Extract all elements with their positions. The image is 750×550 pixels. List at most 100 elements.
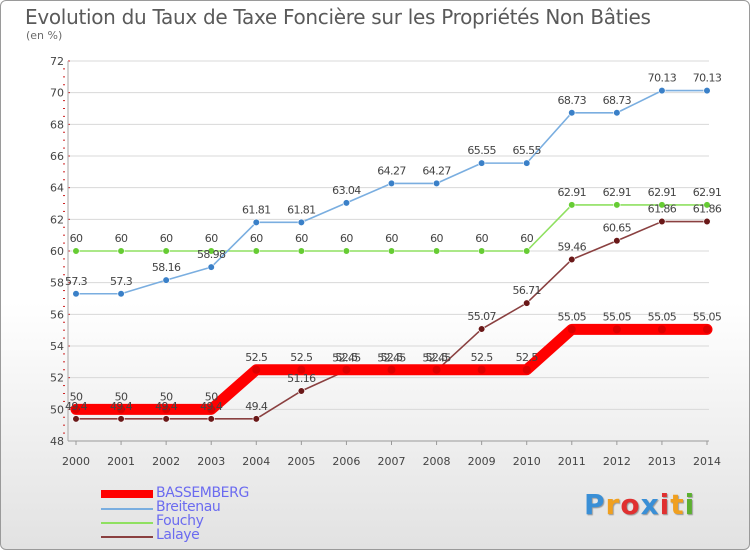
data-point-lalaye — [207, 415, 215, 423]
data-point-fouchy — [207, 247, 215, 255]
legend-swatch — [101, 508, 153, 510]
logo-letter: i — [659, 488, 671, 521]
data-label-breitenau: 70.13 — [648, 72, 677, 85]
data-label-breitenau: 70.13 — [693, 72, 722, 85]
data-label-breitenau: 64.27 — [377, 164, 406, 177]
y-tick-label: 52 — [50, 372, 64, 385]
data-label-breitenau: 57.3 — [65, 275, 88, 288]
data-point-lalaye — [72, 415, 80, 423]
data-point-breitenau — [162, 276, 170, 284]
axis-layer: 48 50 52 54 56 58 60 62 64 66 68 70 72 2000 2001 2002 20… — [50, 55, 721, 468]
logo-letter: i — [684, 488, 696, 521]
data-label-breitenau: 61.81 — [287, 203, 316, 216]
data-point-bassemberg — [702, 324, 712, 335]
data-point-fouchy — [162, 247, 170, 255]
data-label-lalaye: 52.45 — [332, 352, 361, 365]
data-point-fouchy — [252, 247, 260, 255]
logo-letter: o — [620, 488, 641, 521]
data-label-bassemberg: 50 — [205, 390, 218, 403]
x-tick-label: 2013 — [648, 455, 676, 468]
data-label-breitenau: 64.27 — [422, 164, 451, 177]
data-point-bassemberg — [116, 404, 127, 415]
logo-letter: t — [670, 488, 685, 521]
data-label-layer: 50 50 50 50 52.5 52.5 52.5 52.5 52.5 52.5 52.5 55.0… — [65, 72, 722, 413]
proxiti-logo: Proxiti — [584, 488, 695, 521]
legend-swatch — [101, 490, 153, 498]
data-point-fouchy — [72, 247, 80, 255]
data-label-bassemberg: 52.5 — [426, 351, 449, 364]
data-point-fouchy — [117, 247, 125, 255]
data-label-fouchy: 60 — [295, 232, 308, 245]
data-point-breitenau — [252, 218, 260, 226]
x-tick-label: 2000 — [62, 455, 90, 468]
data-label-bassemberg: 55.05 — [603, 310, 632, 323]
data-label-bassemberg: 52.5 — [471, 351, 494, 364]
data-label-bassemberg: 52.5 — [290, 351, 313, 364]
data-label-bassemberg: 55.05 — [648, 310, 677, 323]
data-point-bassemberg — [476, 364, 487, 375]
legend-label: Breitenau — [156, 499, 221, 515]
x-tick-label: 2007 — [378, 455, 406, 468]
data-point-lalaye — [117, 415, 125, 423]
data-point-fouchy — [432, 247, 441, 255]
logo-letter: x — [640, 488, 660, 521]
y-tick-label: 60 — [50, 245, 64, 258]
data-label-breitenau: 68.73 — [558, 94, 587, 107]
data-point-lalaye — [658, 217, 666, 226]
data-point-lalaye — [523, 299, 531, 307]
data-point-fouchy — [478, 247, 486, 255]
data-label-fouchy: 60 — [340, 232, 353, 245]
data-point-bassemberg — [611, 324, 622, 335]
data-point-breitenau — [478, 159, 486, 167]
data-point-fouchy — [342, 247, 351, 255]
data-label-lalaye: 61.86 — [693, 203, 722, 216]
data-label-lalaye: 49.4 — [200, 400, 223, 413]
data-label-lalaye: 49.4 — [155, 400, 178, 413]
y-axis-unit: (en %) — [26, 29, 63, 42]
x-tick-label: 2011 — [558, 455, 586, 468]
x-tick-label: 2012 — [603, 455, 631, 468]
x-tick-label: 2010 — [513, 455, 541, 468]
data-label-fouchy: 62.91 — [603, 186, 632, 199]
data-point-fouchy — [297, 247, 305, 255]
data-label-lalaye: 60.65 — [603, 222, 632, 235]
data-point-bassemberg — [161, 404, 172, 415]
x-tick-label: 2008 — [423, 455, 451, 468]
data-label-breitenau: 68.73 — [603, 94, 632, 107]
data-point-fouchy — [703, 201, 711, 209]
y-tick-label: 54 — [50, 340, 64, 353]
data-label-bassemberg: 52.5 — [245, 351, 268, 364]
data-label-fouchy: 60 — [160, 232, 173, 245]
data-label-breitenau: 65.55 — [467, 144, 496, 157]
y-tick-label: 50 — [50, 403, 64, 416]
legend-label: BASSEMBERG — [156, 485, 249, 501]
y-tick-label: 48 — [50, 435, 64, 448]
legend-label: Fouchy — [156, 513, 204, 529]
data-label-fouchy: 60 — [250, 232, 263, 245]
y-tick-label: 72 — [50, 55, 64, 68]
data-point-lalaye — [297, 387, 305, 395]
y-tick-label: 66 — [50, 150, 64, 163]
x-tick-label: 2004 — [242, 455, 270, 468]
data-label-fouchy: 62.91 — [558, 186, 587, 199]
logo-letter: r — [605, 488, 621, 521]
y-tick-label: 68 — [50, 118, 64, 131]
series-layer — [70, 87, 713, 423]
y-tick-label: 58 — [50, 277, 64, 290]
data-label-lalaye: 51.16 — [287, 372, 316, 385]
data-point-lalaye — [568, 255, 576, 264]
data-point-breitenau — [568, 109, 576, 117]
data-point-breitenau — [72, 290, 80, 298]
data-point-bassemberg — [341, 364, 352, 375]
chart-title: Evolution du Taux de Taxe Foncière sur l… — [25, 5, 651, 29]
data-label-fouchy: 60 — [385, 232, 398, 245]
data-point-breitenau — [703, 87, 711, 95]
data-point-bassemberg — [431, 364, 442, 375]
data-label-breitenau: 57.3 — [110, 275, 133, 288]
data-label-fouchy: 60 — [115, 232, 128, 245]
data-point-breitenau — [117, 290, 125, 298]
x-tick-label: 2001 — [107, 455, 135, 468]
data-label-bassemberg: 52.5 — [516, 351, 539, 364]
data-label-bassemberg: 52.5 — [380, 351, 403, 364]
